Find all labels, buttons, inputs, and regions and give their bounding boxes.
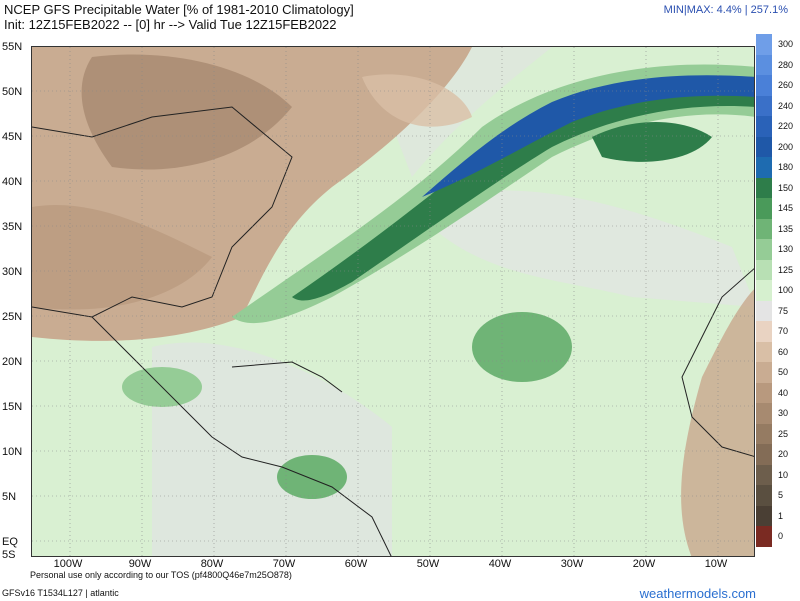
colorbar-segment bbox=[756, 362, 772, 383]
map-canvas bbox=[32, 47, 754, 556]
colorbar-tick-label: 60 bbox=[778, 346, 789, 357]
min-max-readout: MIN|MAX: 4.4% | 257.1% bbox=[663, 4, 788, 16]
colorbar-segment bbox=[756, 198, 772, 219]
lon-label: 40W bbox=[488, 558, 512, 570]
lat-label: 25N bbox=[2, 311, 23, 323]
colorbar-tick-label: 40 bbox=[778, 387, 789, 398]
very-dry-core bbox=[81, 54, 292, 170]
dry-gulf-coast bbox=[32, 205, 212, 310]
near-normal-zone-east bbox=[412, 190, 754, 307]
lon-label: 50W bbox=[416, 558, 440, 570]
moist-blob-south-america bbox=[277, 455, 347, 499]
colorbar-tick-label: 240 bbox=[778, 100, 794, 111]
coastline-north-america bbox=[32, 106, 293, 318]
brand-link[interactable]: weathermodels.com bbox=[639, 586, 756, 601]
colorbar-segment bbox=[756, 54, 772, 75]
colorbar-segment bbox=[756, 382, 772, 403]
lat-label: 15N bbox=[2, 401, 23, 413]
colorbar-segment bbox=[756, 526, 772, 547]
colorbar-segment bbox=[756, 321, 772, 342]
near-normal-zone bbox=[152, 342, 392, 556]
lat-label: 40N bbox=[2, 176, 23, 188]
colorbar-segment bbox=[756, 423, 772, 444]
river-hook-green bbox=[592, 122, 712, 162]
moist-blob-central bbox=[472, 312, 572, 382]
precipitable-water-map bbox=[31, 46, 755, 557]
lon-label: 70W bbox=[272, 558, 296, 570]
tos-notice: Personal use only according to our TOS (… bbox=[30, 570, 292, 580]
coastline-west-africa bbox=[681, 268, 754, 457]
colorbar-segment bbox=[756, 157, 772, 178]
colorbar-segment bbox=[756, 239, 772, 260]
lon-label: 100W bbox=[53, 558, 83, 570]
colorbar-tick-label: 20 bbox=[778, 449, 789, 459]
colorbar-tick-label: 50 bbox=[778, 367, 789, 377]
lon-label: 20W bbox=[632, 558, 656, 570]
dry-region-west-africa bbox=[681, 289, 754, 556]
colorbar-tick-label: 1 bbox=[778, 510, 784, 521]
colorbar-segment bbox=[756, 116, 772, 137]
graticule bbox=[32, 47, 754, 556]
colorbar-segment bbox=[756, 34, 772, 55]
colorbar-tick-label: 70 bbox=[778, 326, 789, 336]
colorbar-segment bbox=[756, 177, 772, 198]
lon-label: 90W bbox=[128, 558, 152, 570]
lat-label: 50N bbox=[2, 86, 23, 98]
colorbar-segment bbox=[756, 341, 772, 362]
colorbar-tick-label: 180 bbox=[778, 162, 794, 172]
colorbar-segment bbox=[756, 136, 772, 157]
colorbar-segment bbox=[756, 218, 772, 239]
lat-label: 20N bbox=[2, 356, 23, 368]
colorbar-segment bbox=[756, 485, 772, 506]
lat-label: 5N bbox=[2, 491, 17, 503]
colorbar-tick-label: 220 bbox=[778, 121, 794, 131]
atmospheric-river-peak bbox=[422, 75, 754, 197]
lon-label: 10W bbox=[704, 558, 728, 570]
colorbar-tick-label: 300 bbox=[778, 39, 794, 49]
colorbar-tick-label: 30 bbox=[778, 408, 789, 418]
lat-label: EQ bbox=[2, 536, 18, 548]
atmospheric-river-core bbox=[292, 76, 754, 301]
colorbar-segment bbox=[756, 444, 772, 465]
colorbar-segment bbox=[756, 95, 772, 116]
colorbar-tick-label: 280 bbox=[778, 59, 794, 70]
colorbar-segment bbox=[756, 300, 772, 321]
model-info: GFSv16 T1534L127 | atlantic bbox=[2, 588, 119, 598]
lat-label: 35N bbox=[2, 221, 23, 233]
colorbar-tick-label: 260 bbox=[778, 80, 794, 90]
dry-patch-atlantic bbox=[362, 74, 472, 127]
colorbar-segment bbox=[756, 505, 772, 526]
lon-label: 60W bbox=[344, 558, 368, 570]
colorbar-tick-label: 0 bbox=[778, 531, 784, 541]
colorbar-segment bbox=[756, 259, 772, 280]
lon-label: 30W bbox=[560, 558, 584, 570]
colorbar-tick-label: 145 bbox=[778, 203, 794, 213]
colorbar-tick-label: 200 bbox=[778, 141, 794, 152]
map-title: NCEP GFS Precipitable Water [% of 1981-2… bbox=[4, 2, 354, 17]
colorbar-tick-label: 75 bbox=[778, 305, 789, 316]
colorbar-segment bbox=[756, 280, 772, 301]
colorbar-tick-label: 5 bbox=[778, 490, 784, 500]
colorbar-tick-label: 100 bbox=[778, 285, 794, 295]
lat-label: 30N bbox=[2, 266, 23, 278]
colorbar-tick-label: 130 bbox=[778, 244, 794, 254]
coastline-central-south-america bbox=[91, 316, 392, 556]
lon-label: 80W bbox=[200, 558, 224, 570]
colorbar-segment bbox=[756, 403, 772, 424]
lat-label: 55N bbox=[2, 41, 23, 53]
colorbar-segment bbox=[756, 464, 772, 485]
map-subtitle: Init: 12Z15FEB2022 -- [0] hr --> Valid T… bbox=[4, 17, 337, 32]
colorbar-tick-label: 150 bbox=[778, 182, 794, 193]
colorbar-tick-label: 10 bbox=[778, 469, 789, 480]
lat-label: 5S bbox=[2, 549, 16, 561]
colorbar-tick-label: 135 bbox=[778, 223, 794, 234]
colorbar-tick-label: 125 bbox=[778, 264, 794, 275]
lat-label: 45N bbox=[2, 131, 23, 143]
coastline-caribbean bbox=[231, 361, 343, 393]
colorbar-tick-label: 25 bbox=[778, 428, 789, 439]
colorbar-segment bbox=[756, 75, 772, 96]
lat-label: 10N bbox=[2, 446, 23, 458]
